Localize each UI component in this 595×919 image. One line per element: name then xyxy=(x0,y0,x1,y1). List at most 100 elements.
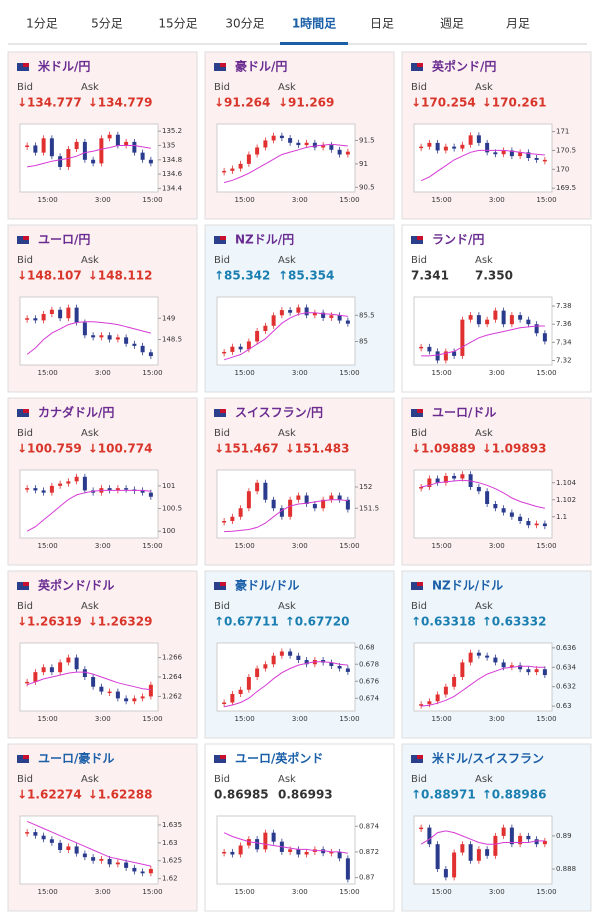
tab[interactable]: 15分足 xyxy=(158,17,197,31)
card-title[interactable]: カナダドル/円 xyxy=(38,405,114,420)
candle xyxy=(345,151,350,155)
candle xyxy=(246,491,251,509)
flag-stripe xyxy=(23,63,29,67)
candle xyxy=(132,141,137,153)
card-title[interactable]: ユーロ/豪ドル xyxy=(38,751,114,766)
x-tick-label: 15:00 xyxy=(38,888,58,896)
rate-card[interactable]: 英ポンド/円 Bid Ask ↓170.254 ↓170.261 171 170.5 170 1… xyxy=(401,51,592,220)
x-tick-label: 3:00 xyxy=(489,196,505,204)
tab[interactable]: 週足 xyxy=(440,17,464,31)
rate-card[interactable]: NZドル/円 Bid Ask ↑85.342 ↑85.354 85.5 85 15:00 3:0… xyxy=(204,224,395,393)
ask-value: ↓1.26329 xyxy=(88,615,153,629)
card-title[interactable]: NZドル/円 xyxy=(235,233,294,247)
y-tick-label: 0.634 xyxy=(556,663,577,671)
tab[interactable]: 1時間足 xyxy=(292,16,336,31)
flag-stripe xyxy=(417,236,423,240)
ask-value: ↑0.67720 xyxy=(285,615,350,629)
card-title[interactable]: 米ドル/円 xyxy=(38,59,90,74)
candle xyxy=(443,686,448,695)
candle xyxy=(107,134,112,139)
y-tick-label: 7.38 xyxy=(556,302,572,310)
candle xyxy=(124,141,129,146)
candle xyxy=(493,152,498,155)
candle xyxy=(263,140,268,148)
moving-average xyxy=(26,489,151,532)
card-title[interactable]: 豪ドル/円 xyxy=(235,59,287,74)
candle xyxy=(91,857,96,861)
y-tick-label: 134.4 xyxy=(162,184,183,192)
candle xyxy=(115,337,120,340)
x-tick-label: 15:00 xyxy=(339,715,359,723)
card-title[interactable]: 米ドル/スイスフラン xyxy=(432,751,544,766)
candle xyxy=(238,508,243,517)
rate-card[interactable]: カナダドル/円 Bid Ask ↓100.759 ↓100.774 101 100.5 100… xyxy=(7,397,198,566)
flag-stripe xyxy=(417,755,423,759)
rate-card[interactable]: ユーロ/ドル Bid Ask ↓1.09889 ↓1.09893 1.104 1.102 1.… xyxy=(401,397,592,566)
tab[interactable]: 30分足 xyxy=(225,17,264,31)
card-title[interactable]: スイスフラン/円 xyxy=(235,406,323,420)
candle xyxy=(41,314,46,321)
candle xyxy=(493,835,498,856)
x-tick-label: 15:00 xyxy=(142,715,162,723)
rate-card[interactable]: 米ドル/円 Bid Ask ↓134.777 ↓134.779 135.2 135 134.8… xyxy=(7,51,198,220)
tab[interactable]: 月足 xyxy=(506,17,530,31)
x-tick-label: 15:00 xyxy=(38,369,58,377)
rate-card[interactable]: NZドル/ドル Bid Ask ↑0.63318 ↑0.63332 0.636 0.634 0… xyxy=(401,570,592,739)
rate-card[interactable]: 英ポンド/ドル Bid Ask ↓1.26319 ↓1.26329 1.266 1.264 1… xyxy=(7,570,198,739)
candle xyxy=(476,487,481,492)
x-tick-label: 15:00 xyxy=(432,715,452,723)
card-title[interactable]: ランド/円 xyxy=(432,233,484,247)
candle xyxy=(222,851,227,854)
rate-card[interactable]: ユーロ/豪ドル Bid Ask ↓1.62274 ↓1.62288 1.635 1.63 1.… xyxy=(7,743,198,912)
candle xyxy=(345,668,350,672)
tab[interactable]: 5分足 xyxy=(91,17,123,31)
card-title[interactable]: ユーロ/円 xyxy=(38,233,90,247)
candle xyxy=(526,669,531,673)
card-title[interactable]: 英ポンド/円 xyxy=(432,59,496,74)
rate-card[interactable]: ユーロ/英ポンド Bid Ask 0.86985 0.86993 0.874 0.872 0.… xyxy=(204,743,395,912)
candle xyxy=(33,832,38,836)
moving-average xyxy=(420,830,545,845)
card-title[interactable]: ユーロ/英ポンド xyxy=(235,751,323,766)
rate-card[interactable]: ユーロ/円 Bid Ask ↓148.107 ↓148.112 149 148.5 15:00… xyxy=(7,224,198,393)
candle xyxy=(518,152,523,157)
tab[interactable]: 日足 xyxy=(370,17,394,31)
x-tick-label: 15:00 xyxy=(339,369,359,377)
candle xyxy=(501,310,506,325)
chart-bg xyxy=(413,296,553,366)
candle xyxy=(230,851,235,855)
candle xyxy=(263,832,268,850)
card-title[interactable]: NZドル/ドル xyxy=(432,579,503,593)
candle xyxy=(99,686,104,692)
x-tick-label: 15:00 xyxy=(38,196,58,204)
candle xyxy=(501,508,506,513)
rate-card[interactable]: スイスフラン/円 Bid Ask ↓151.467 ↓151.483 152 151.5 15… xyxy=(204,397,395,566)
candle xyxy=(263,664,268,669)
bid-value: ↓134.777 xyxy=(17,96,82,110)
tab[interactable]: 1分足 xyxy=(26,17,58,31)
ask-label: Ask xyxy=(475,82,493,93)
card-title[interactable]: ユーロ/ドル xyxy=(432,406,496,420)
moving-average xyxy=(26,321,152,355)
y-tick-label: 1.266 xyxy=(162,654,183,662)
chart-bg xyxy=(19,815,159,885)
x-tick-label: 15:00 xyxy=(235,369,255,377)
rate-card[interactable]: 豪ドル/ドル Bid Ask ↑0.67711 ↑0.67720 0.68 0.678 0.6… xyxy=(204,570,395,739)
candle xyxy=(542,840,547,845)
candle xyxy=(132,698,137,702)
rate-card[interactable]: 米ドル/スイスフラン Bid Ask ↑0.88971 ↑0.88986 0.89 0.88… xyxy=(401,743,592,912)
card-title[interactable]: 豪ドル/ドル xyxy=(235,578,299,593)
candle xyxy=(329,662,334,666)
x-tick-label: 15:00 xyxy=(142,369,162,377)
x-tick-label: 15:00 xyxy=(142,542,162,550)
y-tick-label: 0.872 xyxy=(359,848,379,856)
bid-label: Bid xyxy=(214,774,230,785)
card-title[interactable]: 英ポンド/ドル xyxy=(38,578,114,593)
candle xyxy=(337,665,342,669)
candle xyxy=(99,858,104,861)
ask-label: Ask xyxy=(475,255,493,266)
candle xyxy=(443,869,448,878)
x-tick-label: 15:00 xyxy=(142,888,162,896)
